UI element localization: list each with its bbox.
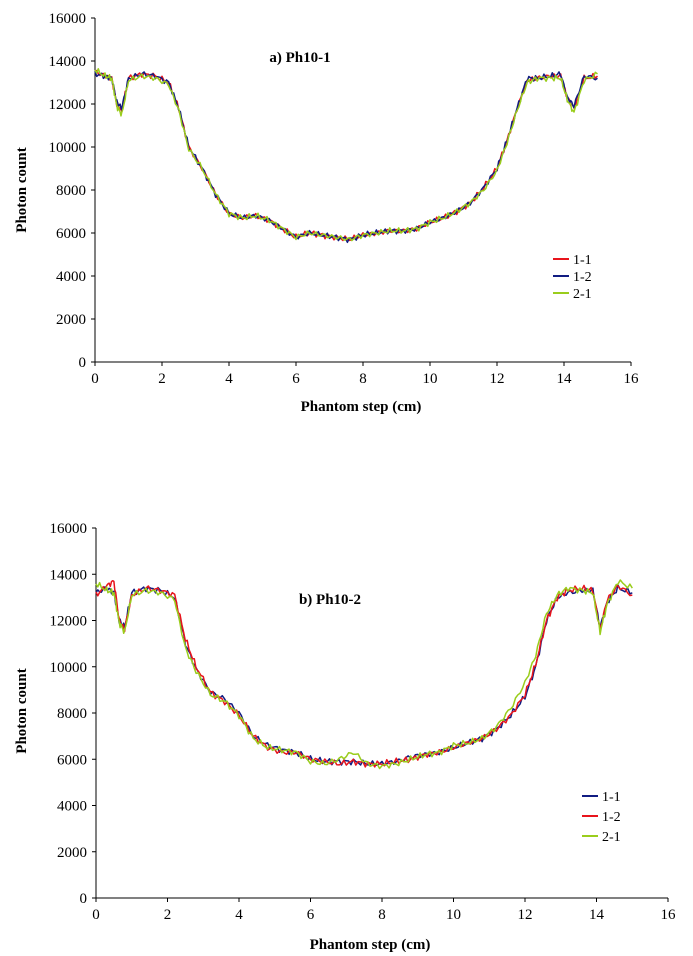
legend-label: 1-1 bbox=[602, 790, 621, 805]
y-tick-label: 8000 bbox=[56, 183, 86, 199]
y-tick-label: 4000 bbox=[57, 799, 87, 815]
y-tick-label: 10000 bbox=[50, 660, 88, 676]
series-line-2-1 bbox=[95, 579, 633, 770]
x-tick-label: 16 bbox=[661, 907, 677, 923]
y-tick-label: 2000 bbox=[56, 312, 86, 328]
x-axis-title: Phantom step (cm) bbox=[301, 399, 422, 415]
x-tick-label: 12 bbox=[518, 907, 533, 923]
y-axis-title: Photon count bbox=[14, 668, 30, 753]
x-tick-label: 0 bbox=[91, 371, 99, 387]
legend-label: 1-2 bbox=[573, 270, 592, 285]
legend-label: 1-2 bbox=[602, 810, 621, 825]
x-tick-label: 2 bbox=[158, 371, 166, 387]
legend-label: 2-1 bbox=[602, 830, 621, 845]
x-tick-label: 16 bbox=[624, 371, 640, 387]
y-tick-label: 10000 bbox=[49, 140, 87, 156]
y-tick-label: 16000 bbox=[49, 11, 87, 27]
y-tick-label: 6000 bbox=[56, 226, 86, 242]
y-tick-label: 14000 bbox=[50, 567, 88, 583]
chart-panel-a: a) Ph10-1 Phantom step (cm) Photon count… bbox=[14, 11, 639, 415]
x-tick-label: 0 bbox=[92, 907, 100, 923]
y-tick-label: 0 bbox=[80, 891, 88, 907]
y-tick-label: 12000 bbox=[50, 614, 88, 630]
y-tick-label: 2000 bbox=[57, 845, 87, 861]
x-tick-label: 8 bbox=[359, 371, 367, 387]
y-tick-label: 6000 bbox=[57, 752, 87, 768]
x-tick-label: 14 bbox=[557, 371, 573, 387]
chart-panel-b: b) Ph10-2 Phantom step (cm) Photon count… bbox=[14, 521, 676, 953]
x-tick-label: 10 bbox=[446, 907, 461, 923]
y-axis-title: Photon count bbox=[14, 147, 30, 232]
y-tick-label: 16000 bbox=[50, 521, 88, 537]
series-line-2-1 bbox=[94, 68, 598, 242]
x-tick-label: 2 bbox=[164, 907, 172, 923]
y-tick-label: 12000 bbox=[49, 97, 87, 113]
series-line-1-1 bbox=[95, 584, 633, 767]
y-tick-label: 8000 bbox=[57, 706, 87, 722]
x-tick-label: 14 bbox=[589, 907, 605, 923]
chart-title: a) Ph10-1 bbox=[269, 50, 330, 66]
chart-title: b) Ph10-2 bbox=[299, 592, 361, 608]
x-tick-label: 4 bbox=[225, 371, 233, 387]
y-tick-label: 14000 bbox=[49, 54, 87, 70]
legend-label: 1-1 bbox=[573, 253, 592, 268]
x-axis-title: Phantom step (cm) bbox=[310, 937, 431, 953]
x-tick-label: 12 bbox=[490, 371, 505, 387]
x-tick-label: 6 bbox=[307, 907, 315, 923]
y-tick-label: 0 bbox=[79, 355, 87, 371]
x-tick-label: 6 bbox=[292, 371, 300, 387]
x-tick-label: 10 bbox=[423, 371, 438, 387]
y-tick-label: 4000 bbox=[56, 269, 86, 285]
x-tick-label: 8 bbox=[378, 907, 386, 923]
legend-label: 2-1 bbox=[573, 287, 592, 302]
x-tick-label: 4 bbox=[235, 907, 243, 923]
series-line-1-2 bbox=[94, 70, 598, 244]
